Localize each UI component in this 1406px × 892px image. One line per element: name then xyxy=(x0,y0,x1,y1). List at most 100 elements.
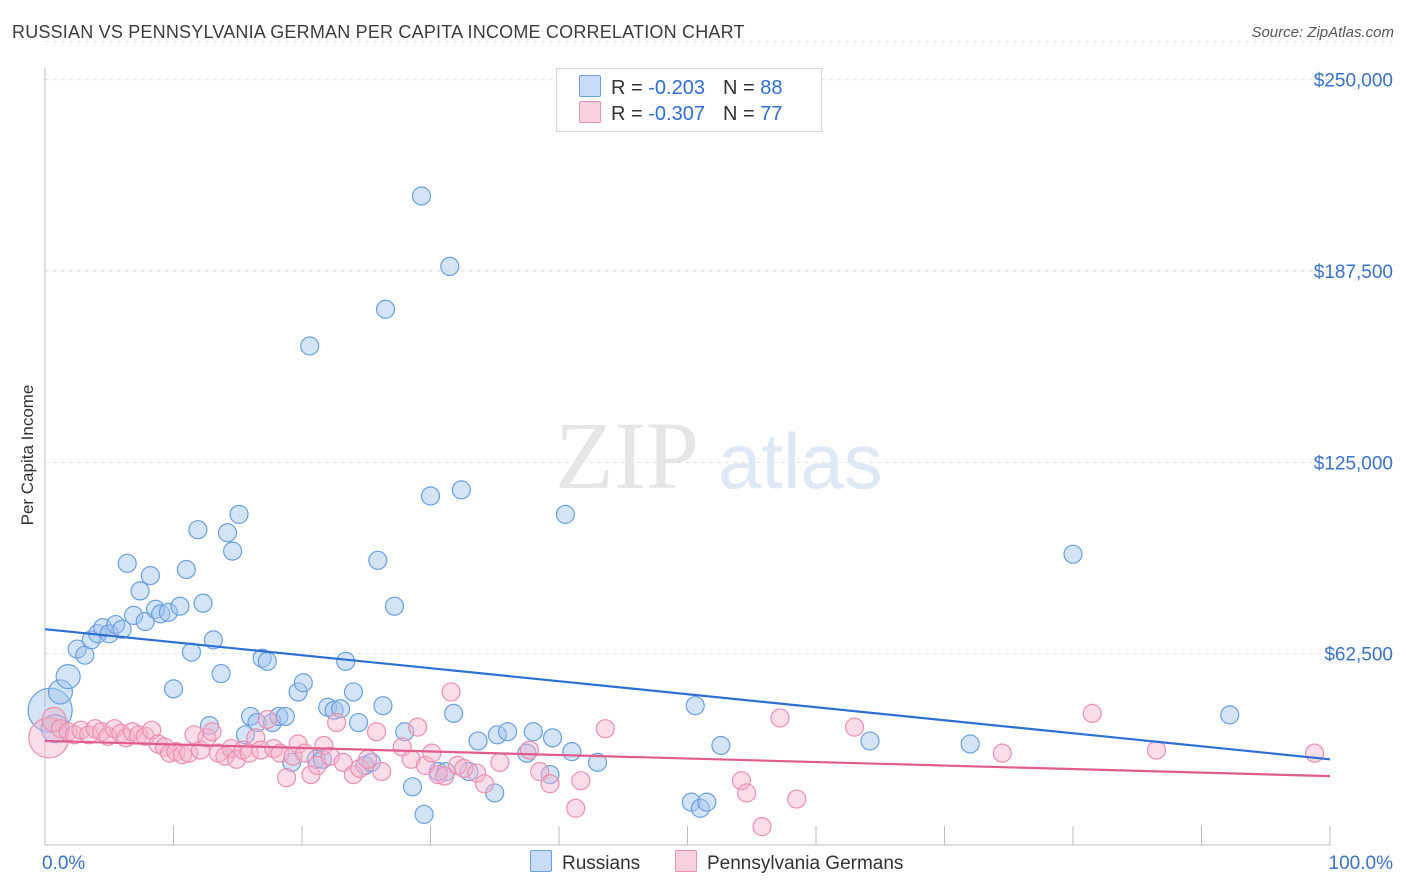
watermark-zip: ZIP xyxy=(555,402,699,509)
y-tick-label: $62,500 xyxy=(1324,645,1393,666)
data-point xyxy=(542,728,563,748)
data-point xyxy=(444,703,464,723)
data-point xyxy=(117,553,137,573)
data-point xyxy=(587,752,608,772)
data-point xyxy=(562,742,582,762)
source-label: Source: ZipAtlas.com xyxy=(1251,24,1394,41)
bottom-legend-pennsylvania-germans: Pennsylvania Germans xyxy=(675,850,903,875)
chart-title: RUSSIAN VS PENNSYLVANIA GERMAN PER CAPIT… xyxy=(12,22,745,42)
data-point xyxy=(595,719,615,739)
y-tick-label: $250,000 xyxy=(1314,71,1393,92)
data-point xyxy=(112,619,132,639)
data-point xyxy=(217,523,238,543)
data-point xyxy=(163,679,184,699)
data-point xyxy=(67,639,87,659)
y-tick-label: $125,000 xyxy=(1314,453,1393,474)
data-point xyxy=(1220,705,1240,725)
data-point xyxy=(211,663,231,684)
data-point xyxy=(454,758,474,779)
data-point xyxy=(348,712,369,733)
bottom-legend-label-russians: Russians xyxy=(562,853,641,874)
data-point xyxy=(229,504,249,524)
tick-labels: $62,500 $125,000 $187,500 $250,000 0.0% 100.0… xyxy=(42,71,1393,874)
grid-lines xyxy=(45,40,1395,655)
data-point xyxy=(402,777,423,797)
data-point xyxy=(1063,544,1083,564)
data-point xyxy=(498,722,518,742)
legend-r-label: R = xyxy=(611,77,649,99)
data-point xyxy=(422,743,442,763)
data-point xyxy=(197,728,217,748)
data-point xyxy=(193,593,213,613)
data-point xyxy=(223,541,243,561)
data-point xyxy=(151,604,171,624)
data-point xyxy=(459,761,479,782)
data-point xyxy=(992,743,1012,763)
data-point xyxy=(176,559,196,580)
data-point xyxy=(293,673,313,693)
bottom-legend-swatch-russians xyxy=(530,850,552,872)
data-point xyxy=(288,682,308,702)
legend-swatch-russians xyxy=(579,75,601,97)
data-point xyxy=(566,798,586,818)
legend-row-pennsylvania-germans: R = -0.307 N = 77 xyxy=(579,101,782,127)
data-point xyxy=(540,774,560,794)
data-point xyxy=(860,731,880,751)
legend-r-value: -0.203 xyxy=(648,77,705,99)
data-point xyxy=(41,706,67,733)
data-point xyxy=(420,486,441,506)
data-point xyxy=(395,722,415,742)
data-point xyxy=(269,706,289,727)
data-point xyxy=(490,752,510,772)
data-point xyxy=(252,648,272,668)
bottom-legend-swatch-pennsylvania-germans xyxy=(675,850,697,872)
data-point xyxy=(300,336,320,356)
data-point xyxy=(752,817,772,837)
data-point xyxy=(384,596,405,616)
data-point xyxy=(1082,703,1102,723)
data-point xyxy=(275,706,295,727)
data-point xyxy=(257,709,277,730)
data-point xyxy=(467,763,487,783)
data-point xyxy=(1146,740,1167,760)
data-point xyxy=(140,566,160,586)
data-point xyxy=(28,717,70,759)
data-point xyxy=(257,651,277,671)
data-point xyxy=(202,722,222,742)
data-point xyxy=(170,596,190,616)
data-point xyxy=(519,740,540,760)
data-point xyxy=(333,752,353,772)
data-point xyxy=(135,611,155,632)
y-axis-label: Per Capita Income xyxy=(18,384,37,526)
data-point xyxy=(154,737,175,757)
legend-n-value: 88 xyxy=(760,77,783,99)
legend-n-label: N = xyxy=(722,77,761,99)
watermark: ZIP atlas xyxy=(555,402,883,509)
data-point xyxy=(960,734,980,754)
data-point xyxy=(375,299,396,319)
legend-n-value: 77 xyxy=(760,103,783,125)
data-point xyxy=(408,717,428,737)
axes xyxy=(44,68,1331,846)
data-point xyxy=(435,766,455,786)
data-point xyxy=(770,708,790,728)
data-point xyxy=(124,605,144,626)
data-point xyxy=(697,792,717,812)
data-point xyxy=(181,642,202,662)
trend-line xyxy=(44,739,1331,778)
data-point xyxy=(312,749,333,769)
data-point xyxy=(372,761,392,782)
data-point xyxy=(844,717,865,737)
bottom-legend-russians: Russians xyxy=(530,850,640,875)
data-point xyxy=(343,682,363,702)
legend-swatch-pennsylvania-germans xyxy=(579,101,601,123)
data-point xyxy=(373,696,393,716)
data-point xyxy=(188,520,208,540)
legend-n-label: N = xyxy=(722,103,761,125)
data-point xyxy=(366,722,387,742)
data-point xyxy=(428,764,448,785)
data-point xyxy=(731,771,752,791)
y-tick-label: $187,500 xyxy=(1314,262,1393,283)
data-point xyxy=(468,731,488,751)
